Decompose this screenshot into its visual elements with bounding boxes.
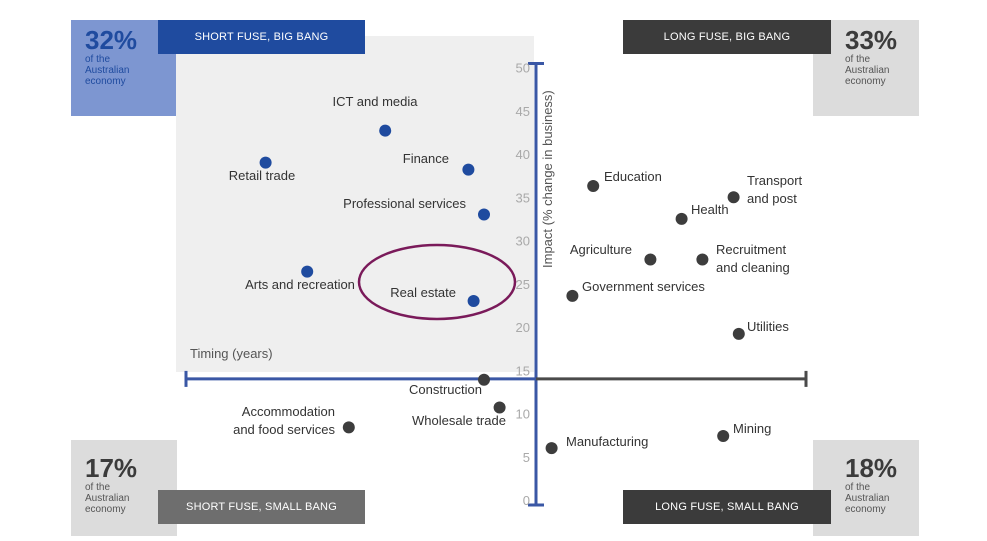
quadrant-sub: Australian <box>85 493 130 504</box>
point-label: Mining <box>733 421 771 436</box>
data-point <box>467 295 480 308</box>
data-point <box>566 289 579 302</box>
point-label: and post <box>747 191 797 206</box>
quadrant-banner-bottom-right: LONG FUSE, SMALL BANG <box>623 490 831 524</box>
y-tick-label: 10 <box>516 407 530 422</box>
point-label: Transport <box>747 173 803 188</box>
data-point <box>342 421 355 434</box>
quadrant-banner-top-left: SHORT FUSE, BIG BANG <box>158 20 365 54</box>
quadrant-percent: 32% <box>85 25 138 55</box>
point-label: Professional services <box>343 196 466 211</box>
data-point <box>301 265 314 278</box>
y-tick-label: 5 <box>523 450 530 465</box>
point-label: Retail trade <box>229 168 295 183</box>
point-label: Wholesale trade <box>412 413 506 428</box>
y-tick-label: 40 <box>516 147 530 162</box>
y-tick-label: 45 <box>516 104 530 119</box>
data-point <box>478 208 490 221</box>
quadrant-sub: Australian <box>845 493 890 504</box>
y-axis-label: Impact (% change in business) <box>540 90 555 268</box>
quadrant-sub: Australian <box>845 65 890 76</box>
quadrant-banner-label: SHORT FUSE, BIG BANG <box>194 31 329 43</box>
quadrant-banner-bottom-left: SHORT FUSE, SMALL BANG <box>158 490 365 524</box>
point-label: Accommodation <box>242 404 335 419</box>
y-tick-label: 30 <box>516 234 530 249</box>
data-point <box>644 253 657 266</box>
quadrant-percent: 17% <box>85 453 138 483</box>
quadrant-percent: 33% <box>845 25 898 55</box>
y-tick-label: 20 <box>516 320 530 335</box>
point-label: Education <box>604 169 662 184</box>
point-label: ICT and media <box>332 94 418 109</box>
data-point <box>493 401 506 414</box>
point-label: Government services <box>582 279 705 294</box>
y-tick-label: 0 <box>523 493 530 508</box>
data-point <box>727 191 740 204</box>
data-point <box>379 124 392 137</box>
point-label: Construction <box>409 382 482 397</box>
data-point <box>462 163 475 176</box>
shaded-quadrant <box>176 36 534 372</box>
point-label: Agriculture <box>570 242 632 257</box>
data-point <box>675 212 688 225</box>
quadrant-banner-label: SHORT FUSE, SMALL BANG <box>186 501 337 513</box>
y-tick-label: 35 <box>516 190 530 205</box>
data-point <box>732 327 745 340</box>
quadrant-sub: economy <box>85 76 126 87</box>
quadrant-percent: 18% <box>845 453 898 483</box>
quadrant-sub: economy <box>845 76 886 87</box>
x-axis-label: Timing (years) <box>190 346 273 361</box>
quadrant-sub: of the <box>85 482 111 493</box>
point-label: Manufacturing <box>566 434 648 449</box>
data-point <box>696 253 709 266</box>
point-label: Utilities <box>747 319 789 334</box>
quadrant-banner-label: LONG FUSE, BIG BANG <box>663 31 791 43</box>
y-tick-label: 15 <box>516 363 530 378</box>
point-label: and food services <box>233 422 335 437</box>
quadrant-banner-top-right: LONG FUSE, BIG BANG <box>623 20 831 54</box>
data-point <box>259 156 272 169</box>
quadrant-sub: of the <box>845 54 871 65</box>
quadrant-box-top-right: 33% of the Australian economy <box>813 20 919 116</box>
point-label: and cleaning <box>716 260 790 275</box>
y-tick-label: 25 <box>516 277 530 292</box>
y-tick-label: 50 <box>516 61 530 76</box>
point-label: Finance <box>403 151 449 166</box>
quadrant-sub: of the <box>85 54 111 65</box>
data-point <box>587 180 600 193</box>
highlight-ellipse <box>357 243 517 321</box>
quadrant-sub: Australian <box>85 65 130 76</box>
data-point <box>478 373 490 386</box>
point-label: Arts and recreation <box>245 277 355 292</box>
quadrant-sub: economy <box>85 504 126 515</box>
quadrant-sub: economy <box>845 504 886 515</box>
data-point <box>545 442 558 455</box>
point-label: Real estate <box>390 285 456 300</box>
data-point <box>717 429 730 442</box>
point-label: Health <box>691 202 729 217</box>
quadrant-banner-label: LONG FUSE, SMALL BANG <box>655 501 799 513</box>
quadrant-sub: of the <box>845 482 871 493</box>
point-label: Recruitment <box>716 242 786 257</box>
